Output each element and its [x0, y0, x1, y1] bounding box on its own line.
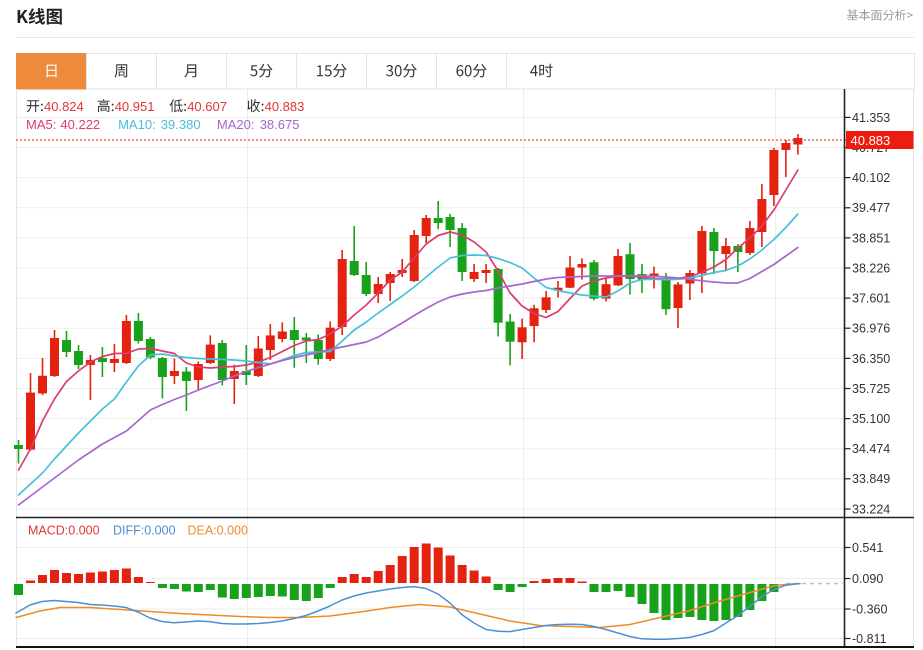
svg-text:40.883: 40.883: [265, 99, 305, 114]
svg-text:35.100: 35.100: [852, 412, 890, 426]
svg-text:36.976: 36.976: [852, 322, 890, 336]
svg-text:38.851: 38.851: [852, 231, 890, 245]
svg-text:MA20:: MA20:: [217, 117, 255, 132]
svg-text:40.607: 40.607: [187, 99, 227, 114]
svg-text:33.224: 33.224: [852, 502, 890, 516]
svg-text:40.824: 40.824: [44, 99, 84, 114]
svg-text:36.350: 36.350: [852, 352, 890, 366]
svg-text:41.353: 41.353: [852, 111, 890, 125]
svg-text:-0.811: -0.811: [852, 632, 887, 646]
svg-text:MACD:0.000: MACD:0.000: [28, 524, 100, 538]
svg-text:39.477: 39.477: [852, 201, 890, 215]
svg-text:MA10:: MA10:: [118, 117, 156, 132]
svg-text:37.601: 37.601: [852, 292, 890, 306]
svg-text:0.090: 0.090: [852, 572, 883, 586]
svg-text:35.725: 35.725: [852, 382, 890, 396]
svg-text:40.102: 40.102: [852, 171, 890, 185]
svg-text:MA5:: MA5:: [26, 117, 56, 132]
svg-text:-0.360: -0.360: [852, 602, 887, 616]
svg-text:33.849: 33.849: [852, 472, 890, 486]
svg-text:38.226: 38.226: [852, 261, 890, 275]
svg-text:DIFF:0.000: DIFF:0.000: [113, 524, 176, 538]
svg-text:39.380: 39.380: [161, 117, 201, 132]
svg-text:40.951: 40.951: [115, 99, 155, 114]
svg-text:38.675: 38.675: [260, 117, 300, 132]
svg-text:40.883: 40.883: [851, 133, 891, 148]
svg-text:40.222: 40.222: [60, 117, 100, 132]
svg-text:34.474: 34.474: [852, 442, 890, 456]
svg-text:0.541: 0.541: [852, 541, 883, 555]
svg-text:DEA:0.000: DEA:0.000: [188, 524, 249, 538]
